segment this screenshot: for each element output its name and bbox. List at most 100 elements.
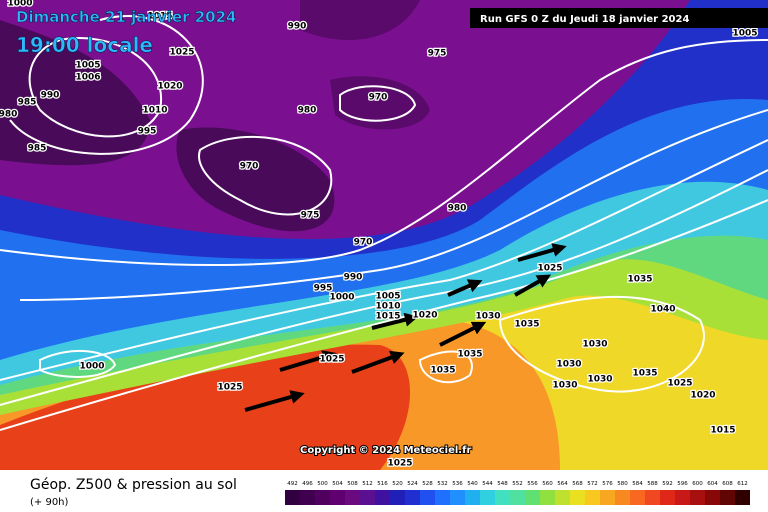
isobar-label: 1035 (627, 275, 652, 285)
isobar-label: 1005 (732, 29, 757, 39)
colorbar-swatch (540, 490, 555, 505)
colorbar-label: 560 (542, 481, 553, 487)
isobar-label: 1025 (319, 355, 344, 365)
isobar-label: 1025 (537, 264, 562, 274)
isobar-label: 970 (354, 238, 373, 248)
isobar-label: 1006 (75, 73, 100, 83)
colorbar-swatch (465, 490, 480, 505)
colorbar-swatch (645, 490, 660, 505)
isobar-label: 1020 (412, 311, 437, 321)
copyright: Copyright © 2024 Meteociel.fr (300, 445, 471, 456)
colorbar-swatch (600, 490, 615, 505)
colorbar-swatch (735, 490, 750, 505)
colorbar-label: 492 (287, 481, 298, 487)
colorbar-swatch (375, 490, 390, 505)
isobar-label: 1010 (375, 302, 400, 312)
colorbar-swatch (570, 490, 585, 505)
footer-title: Géop. Z500 & pression au sol (30, 477, 237, 493)
colorbar-label: 516 (377, 481, 388, 487)
colorbar-swatch (585, 490, 600, 505)
colorbar-label: 504 (332, 481, 343, 487)
colorbar-swatch (285, 490, 300, 505)
colorbar-swatch (660, 490, 675, 505)
colorbar-swatch (330, 490, 345, 505)
isobars (0, 15, 768, 431)
colorbar-swatch (360, 490, 375, 505)
colorbar-swatch (480, 490, 495, 505)
isobar-label: 990 (288, 22, 307, 32)
wind-arrows (244, 243, 567, 412)
isobar-label: 980 (298, 106, 317, 116)
isobar-label: 970 (369, 93, 388, 103)
colorbar-label: 572 (587, 481, 598, 487)
colorbar-swatch (615, 490, 630, 505)
colorbar-swatch (705, 490, 720, 505)
isobar-label: 985 (28, 144, 47, 154)
colorbar-swatch (345, 490, 360, 505)
colorbar-label: 576 (602, 481, 613, 487)
isobar-label: 1005 (75, 61, 100, 71)
colorbar-label: 596 (677, 481, 688, 487)
isobar-label: 980 (448, 204, 467, 214)
colorbar-swatch (510, 490, 525, 505)
isobar-label: 1025 (387, 459, 412, 469)
colorbar-label: 568 (572, 481, 583, 487)
colorbar-swatch (435, 490, 450, 505)
isobar-label: 1015 (710, 426, 735, 436)
isobar-label: 995 (138, 127, 157, 137)
footer-lead: (+ 90h) (30, 497, 69, 508)
colorbar-label: 496 (302, 481, 313, 487)
isobar-label: 1035 (457, 350, 482, 360)
isobar-label: 995 (314, 284, 333, 294)
isobar-label: 1020 (157, 82, 182, 92)
colorbar-swatch (450, 490, 465, 505)
isobar-label: 1035 (430, 366, 455, 376)
colorbar-swatch (420, 490, 435, 505)
colorbar-swatch (720, 490, 735, 505)
colorbar-label: 592 (662, 481, 673, 487)
isobar-label: 1025 (169, 48, 194, 58)
colorbar-label: 540 (467, 481, 478, 487)
colorbar-swatch (300, 490, 315, 505)
colorbar-label: 500 (317, 481, 328, 487)
isobar-label: 1030 (587, 375, 612, 385)
isobar-label: 1000 (7, 0, 32, 9)
colorbar-swatch (315, 490, 330, 505)
colorbar-label: 524 (407, 481, 418, 487)
isobar-labels: 1000 1015 1025 1005 1006 1020 990 985 980 1010 995… (0, 0, 759, 470)
colorbar-swatch (495, 490, 510, 505)
isobar-label: 1015 (375, 312, 400, 322)
colorbar-label: 512 (362, 481, 373, 487)
colorbar-swatch (675, 490, 690, 505)
colorbar-swatch (525, 490, 540, 505)
colorbar-swatch (405, 490, 420, 505)
isobar-label: 1030 (582, 340, 607, 350)
isobar-label: 1030 (552, 381, 577, 391)
isobar-label: 1025 (217, 383, 242, 393)
colorbar-swatch (690, 490, 705, 505)
colorbar-label: 532 (437, 481, 448, 487)
isobar-label: 1035 (632, 369, 657, 379)
isobar-label: 975 (428, 49, 447, 59)
colorbar-label: 564 (557, 481, 568, 487)
isobar-label: 1030 (556, 360, 581, 370)
isobar-label: 1020 (690, 391, 715, 401)
isobar-label: 970 (240, 162, 259, 172)
map-time: 19:00 locale (16, 33, 153, 57)
isobar-label: 975 (301, 211, 320, 221)
isobar-label: 1005 (375, 292, 400, 302)
colorbar-swatch (630, 490, 645, 505)
isobar-label: 1040 (650, 305, 675, 315)
isobar-label: 1015 (147, 12, 172, 22)
colorbar-label: 612 (737, 481, 748, 487)
colorbar-label: 588 (647, 481, 658, 487)
isobar-label: 1025 (667, 379, 692, 389)
map-date: Dimanche 21 janvier 2024 (16, 8, 237, 26)
colorbar-label: 508 (347, 481, 358, 487)
colorbar-label: 552 (512, 481, 523, 487)
run-info: Run GFS 0 Z du Jeudi 18 janvier 2024 (480, 14, 689, 25)
colorbar-label: 608 (722, 481, 733, 487)
isobar-label: 980 (0, 110, 17, 120)
